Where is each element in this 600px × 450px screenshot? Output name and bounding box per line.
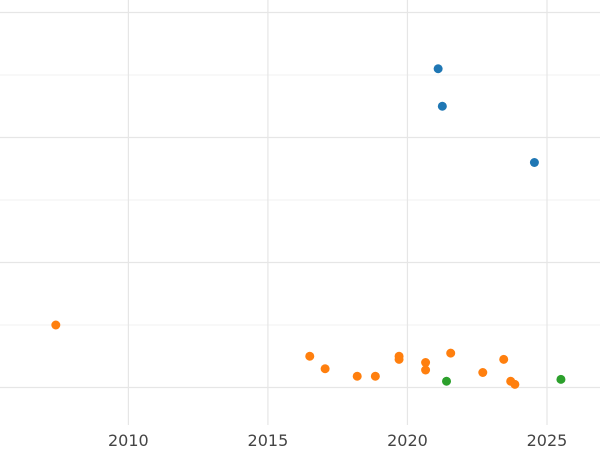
data-point-series-2 (320, 364, 330, 374)
grid (0, 0, 600, 425)
data-point-series-1 (529, 158, 539, 167)
data-point-series-2 (499, 354, 509, 364)
data-points (51, 64, 566, 389)
data-point-series-2 (51, 320, 61, 330)
data-point-series-2 (421, 358, 431, 367)
data-point-series-2 (370, 371, 380, 381)
data-point-series-2 (421, 365, 431, 375)
data-point-series-3 (442, 376, 452, 386)
x-axis-ticks: 2010 2015 2020 2025 (108, 431, 567, 450)
data-point-series-2 (394, 354, 404, 364)
data-point-series-2 (352, 371, 362, 381)
data-point-series-1 (437, 101, 447, 111)
x-tick-label: 2010 (108, 431, 149, 450)
data-point-series-2 (305, 351, 315, 361)
data-point-series-2 (446, 348, 456, 358)
data-point-series-2 (510, 379, 520, 389)
x-tick-label: 2020 (387, 431, 428, 450)
x-tick-label: 2025 (527, 431, 568, 450)
data-point-series-1 (433, 64, 443, 74)
data-point-series-2 (478, 368, 488, 377)
data-point-series-3 (556, 374, 566, 384)
x-tick-label: 2015 (248, 431, 289, 450)
